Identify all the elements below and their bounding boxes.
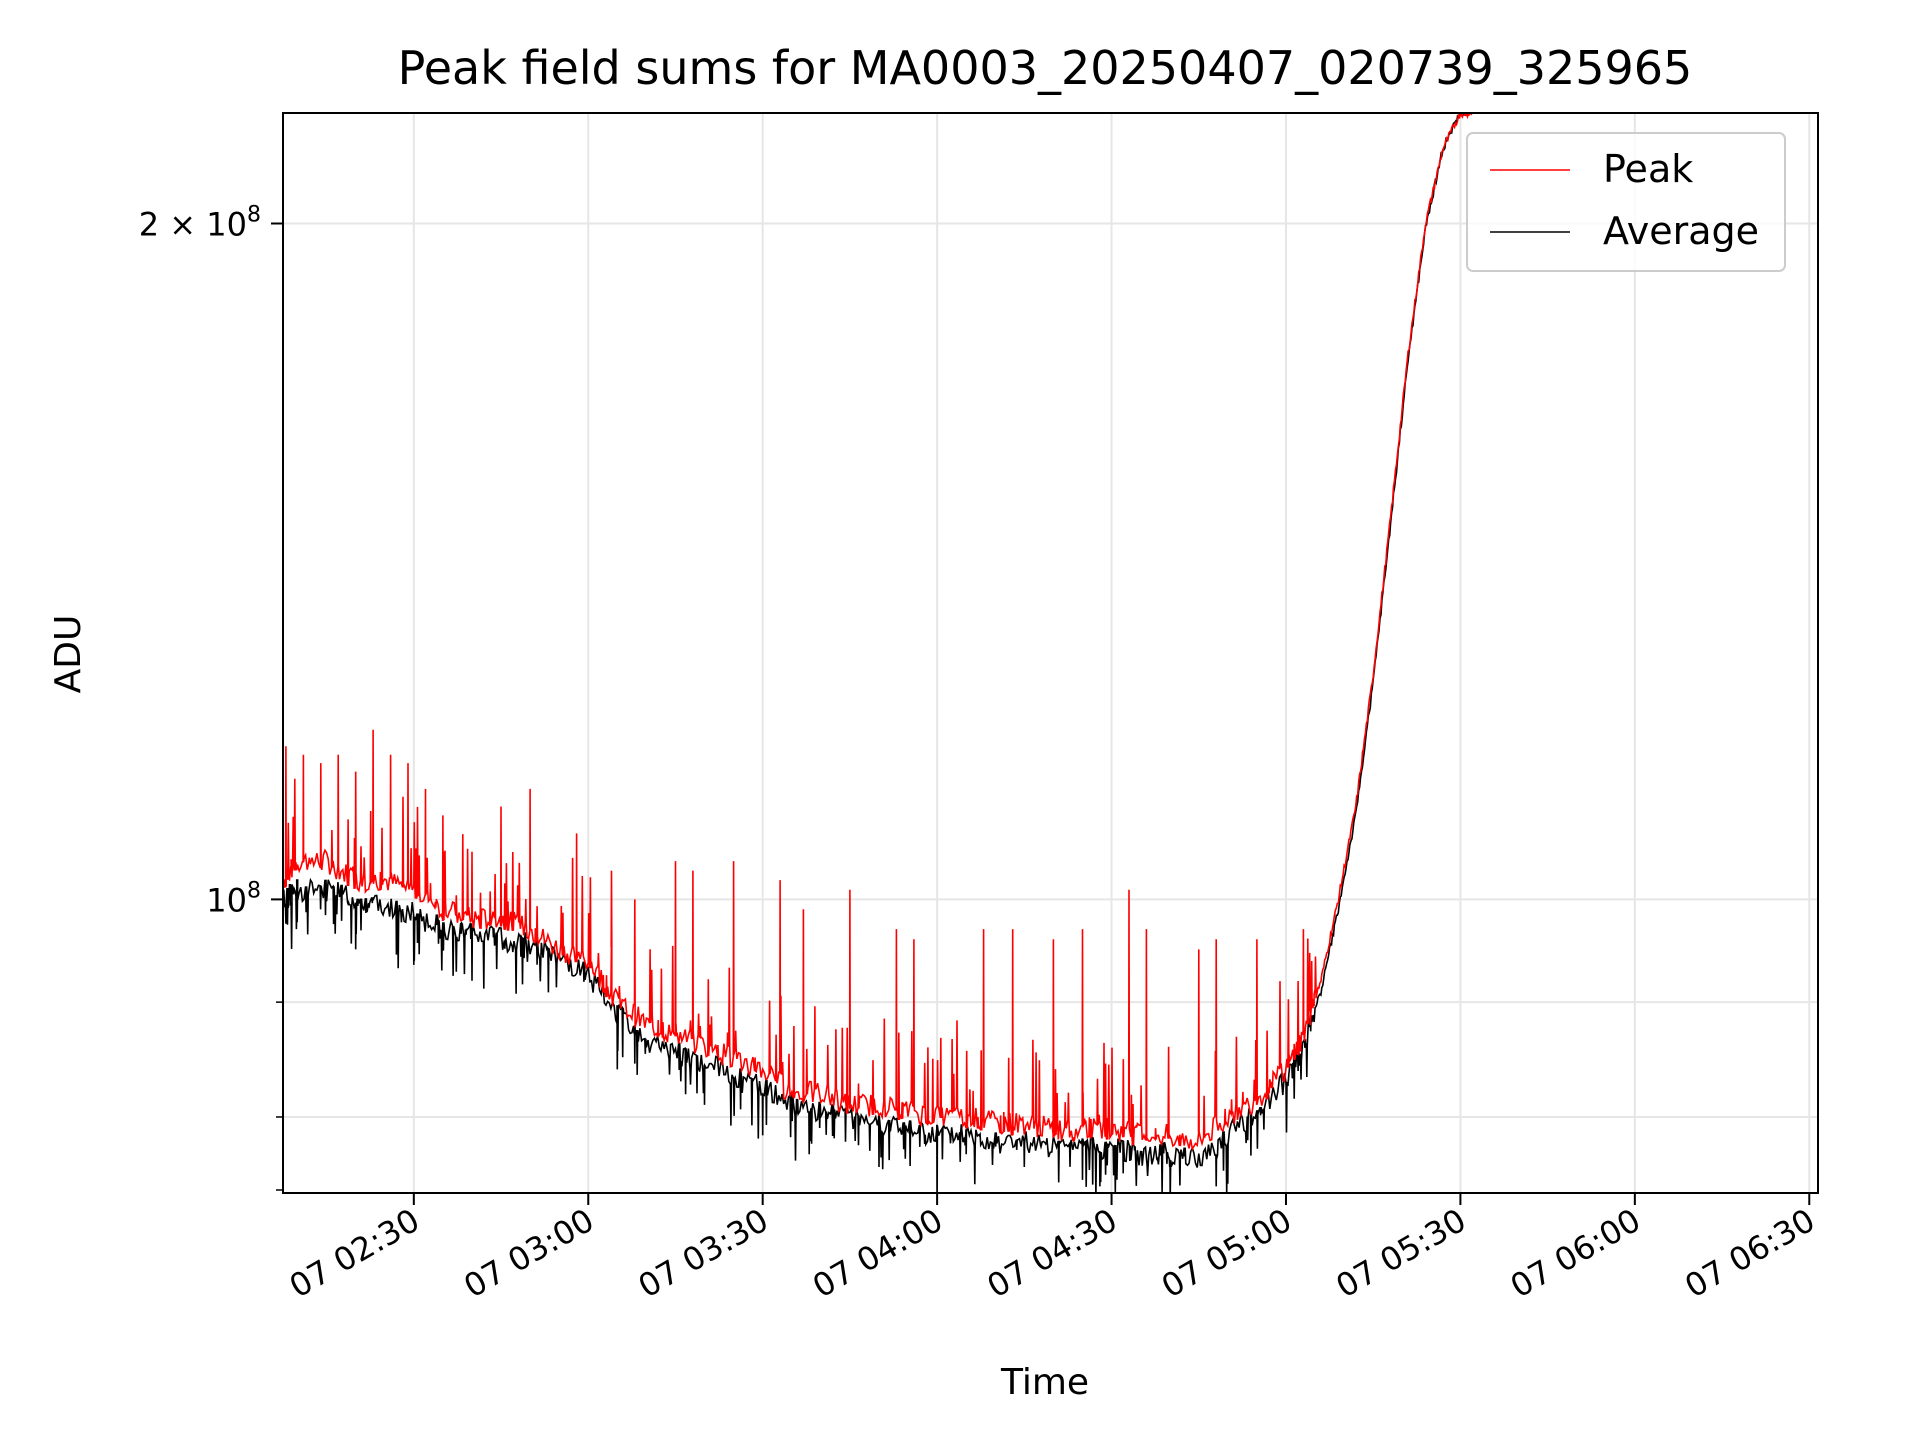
y-tick-label: 2 × 108	[139, 203, 261, 244]
y-axis-label: ADU	[48, 615, 89, 694]
legend-box	[1466, 132, 1786, 272]
average-series-line	[283, 113, 1473, 1193]
legend-average-label: Average	[1603, 209, 1759, 253]
series-layer	[283, 113, 1473, 1193]
y-tick-label: 108	[206, 878, 261, 919]
legend-peak-label: Peak	[1603, 147, 1693, 191]
chart-title: Peak field sums for MA0003_20250407_0207…	[398, 41, 1693, 95]
peak-series-line	[283, 113, 1473, 1152]
x-axis-label: Time	[1000, 1362, 1089, 1403]
legend: Peak Average	[1466, 132, 1786, 272]
axes-frame	[282, 112, 1819, 1194]
